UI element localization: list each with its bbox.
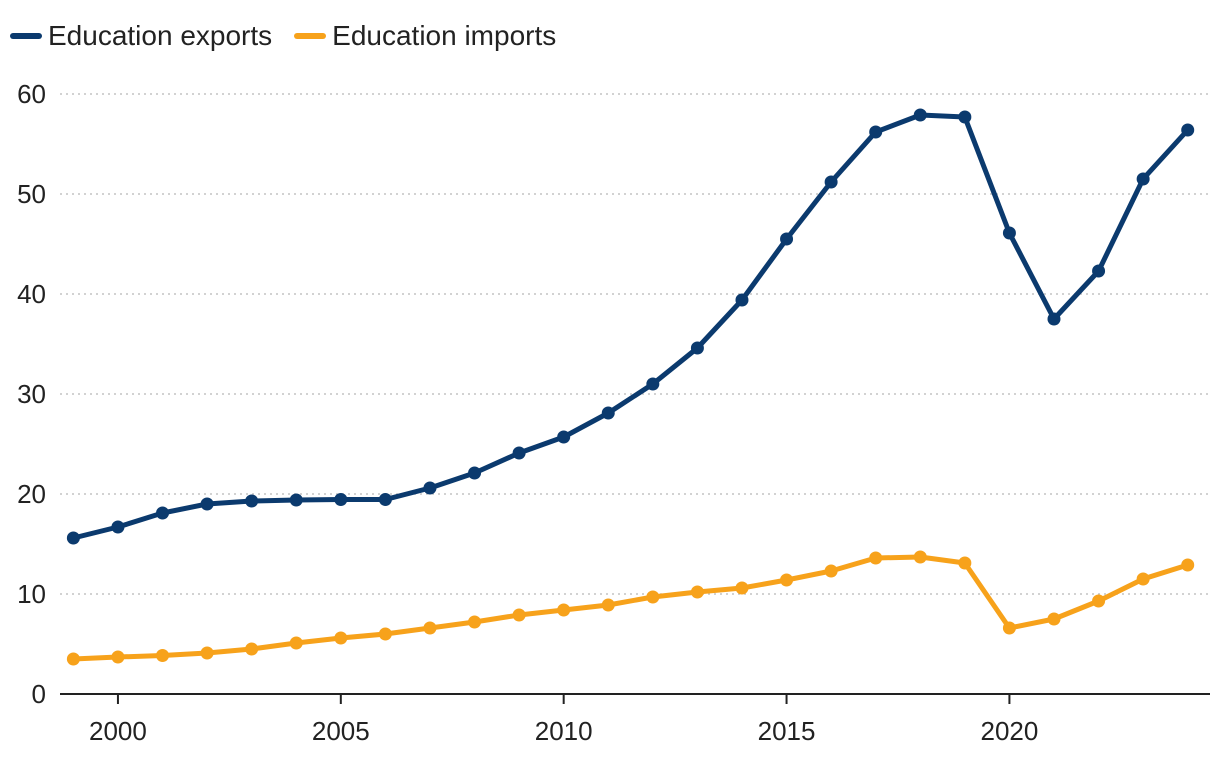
data-point-series1-2014[interactable]	[735, 581, 749, 595]
data-point-series1-2008[interactable]	[468, 615, 482, 629]
data-point-series0-2021[interactable]	[1047, 312, 1061, 326]
data-point-series0-2019[interactable]	[958, 110, 972, 124]
data-point-series0-2000[interactable]	[111, 520, 125, 534]
data-point-series1-2023[interactable]	[1136, 572, 1150, 586]
data-point-series1-2021[interactable]	[1047, 612, 1061, 626]
legend-label-exports: Education exports	[48, 20, 273, 51]
data-point-series0-2004[interactable]	[289, 493, 303, 507]
chart-legend: Education exports Education imports	[10, 16, 578, 56]
data-point-series0-2002[interactable]	[200, 497, 214, 511]
data-point-series0-2022[interactable]	[1092, 264, 1106, 278]
data-point-series1-2017[interactable]	[869, 551, 883, 565]
legend-item-exports[interactable]: Education exports	[10, 20, 272, 52]
data-point-series0-2010[interactable]	[557, 430, 571, 444]
data-point-series0-2005[interactable]	[334, 493, 348, 506]
data-point-series0-2017[interactable]	[869, 125, 883, 139]
data-point-series0-2024[interactable]	[1181, 123, 1195, 137]
data-point-series1-2019[interactable]	[958, 556, 972, 570]
legend-label-imports: Education imports	[332, 20, 557, 51]
y-tick-label-0: 0	[32, 679, 46, 709]
data-point-series1-2010[interactable]	[557, 603, 571, 617]
data-point-series1-2009[interactable]	[512, 608, 526, 622]
data-point-series1-2015[interactable]	[780, 573, 794, 587]
x-tick-label-2005: 2005	[312, 716, 370, 746]
data-point-series1-2006[interactable]	[378, 627, 392, 641]
data-point-series1-2000[interactable]	[111, 650, 125, 664]
data-point-series1-2005[interactable]	[334, 631, 348, 645]
data-point-series1-2022[interactable]	[1092, 594, 1106, 608]
data-point-series1-2020[interactable]	[1002, 621, 1016, 635]
legend-swatch-exports	[10, 33, 42, 39]
legend-swatch-imports	[294, 33, 327, 39]
data-point-series0-2006[interactable]	[378, 493, 392, 506]
data-point-series0-2014[interactable]	[735, 293, 749, 307]
data-point-series0-2012[interactable]	[646, 377, 660, 391]
data-point-series1-1999[interactable]	[66, 652, 80, 666]
x-tick-label-2020: 2020	[980, 716, 1038, 746]
legend-item-imports[interactable]: Education imports	[294, 20, 556, 52]
x-tick-label-2010: 2010	[535, 716, 593, 746]
y-tick-label-30: 30	[17, 379, 46, 409]
data-point-series0-2007[interactable]	[423, 481, 437, 495]
data-point-series0-1999[interactable]	[66, 531, 80, 545]
data-point-series0-2009[interactable]	[512, 446, 526, 460]
y-tick-label-10: 10	[17, 579, 46, 609]
data-point-series1-2011[interactable]	[601, 598, 615, 612]
data-point-series0-2001[interactable]	[156, 506, 170, 520]
data-point-series0-2016[interactable]	[824, 175, 838, 189]
data-point-series1-2013[interactable]	[690, 585, 704, 599]
x-tick-label-2000: 2000	[89, 716, 147, 746]
data-point-series0-2015[interactable]	[780, 232, 794, 246]
x-tick-label-2015: 2015	[758, 716, 816, 746]
data-point-series1-2012[interactable]	[646, 590, 660, 604]
data-point-series1-2003[interactable]	[245, 642, 259, 656]
data-point-series0-2018[interactable]	[913, 108, 927, 122]
data-point-series0-2011[interactable]	[601, 406, 615, 420]
data-point-series1-2001[interactable]	[156, 649, 170, 662]
y-tick-label-40: 40	[17, 279, 46, 309]
data-point-series1-2018[interactable]	[913, 550, 927, 564]
data-point-series1-2007[interactable]	[423, 621, 437, 635]
data-point-series1-2002[interactable]	[200, 646, 214, 660]
data-point-series0-2008[interactable]	[468, 466, 482, 480]
data-point-series1-2004[interactable]	[289, 636, 303, 650]
data-point-series0-2013[interactable]	[690, 341, 704, 355]
series-line-0	[70, 112, 1191, 541]
data-point-series0-2020[interactable]	[1002, 226, 1016, 240]
y-tick-label-60: 60	[17, 79, 46, 109]
y-tick-label-20: 20	[17, 479, 46, 509]
data-point-series1-2024[interactable]	[1181, 558, 1195, 572]
data-point-series1-2016[interactable]	[824, 564, 838, 578]
data-point-series0-2003[interactable]	[245, 494, 259, 508]
series-line-1	[70, 554, 1191, 662]
data-point-series0-2023[interactable]	[1136, 172, 1150, 186]
y-tick-label-50: 50	[17, 179, 46, 209]
